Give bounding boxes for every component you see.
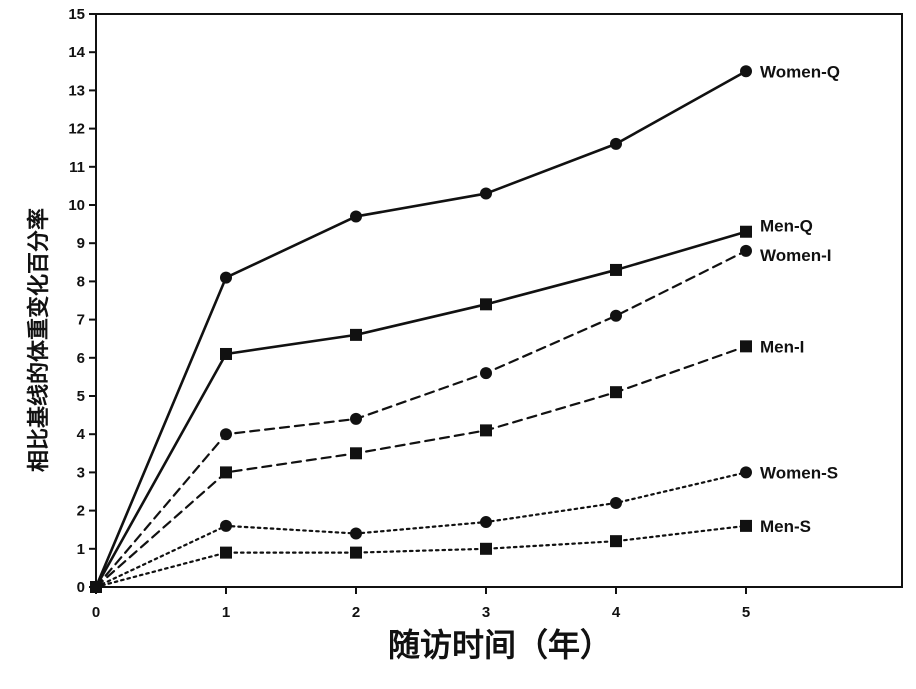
plot-frame [95, 13, 903, 588]
y-tick-label: 2 [77, 503, 85, 520]
y-tick-label: 7 [77, 312, 85, 329]
y-tick-label: 6 [77, 350, 85, 367]
data-point-men-i [610, 386, 622, 399]
data-point-women-i [350, 412, 362, 425]
data-point-men-s [740, 519, 752, 532]
x-tick-label: 1 [222, 604, 230, 621]
series-women-s: Women-S [90, 463, 838, 593]
x-axis: 0 1 2 3 4 5 [92, 587, 750, 621]
y-tick-label: 10 [68, 197, 85, 214]
data-point-women-q [220, 271, 232, 284]
data-point-men-q [740, 225, 752, 238]
x-tick-label: 2 [352, 604, 360, 621]
data-point-women-i [610, 309, 622, 322]
y-tick-label: 12 [68, 121, 85, 138]
y-tick-label: 1 [77, 541, 85, 558]
series-women-q: Women-Q [90, 62, 840, 593]
series-label-men-s: Men-S [760, 517, 811, 536]
series-line-women-s [94, 471, 748, 589]
y-tick-label: 4 [77, 426, 86, 443]
series-line-women-q [94, 70, 748, 589]
data-point-men-s [220, 546, 232, 559]
series-label-men-q: Men-Q [760, 217, 813, 236]
data-point-women-q [480, 187, 492, 200]
y-tick-label: 8 [77, 273, 85, 290]
data-point-women-i [480, 367, 492, 380]
data-point-men-q [350, 328, 362, 341]
data-point-men-s [610, 535, 622, 548]
data-point-men-i [220, 466, 232, 479]
data-point-men-s [350, 546, 362, 559]
y-tick-label: 15 [68, 6, 85, 23]
series-men-i: Men-I [90, 337, 804, 593]
data-point-women-i [740, 244, 752, 257]
data-point-women-s [350, 527, 362, 540]
data-point-women-s [220, 519, 232, 532]
y-tick-label: 0 [77, 579, 85, 596]
data-point-men-q [610, 263, 622, 276]
x-tick-label: 4 [612, 604, 621, 621]
data-point-women-q [350, 210, 362, 223]
series-line-men-i [94, 345, 748, 589]
data-point-men-s [90, 581, 102, 593]
x-tick-label: 5 [742, 604, 750, 621]
data-point-men-i [350, 447, 362, 460]
series-line-men-s [94, 524, 748, 589]
series-men-s: Men-S [90, 517, 811, 593]
y-axis-title: 相比基线的体重变化百分率 [26, 208, 52, 472]
y-tick-label: 3 [77, 464, 85, 481]
series-label-women-i: Women-I [760, 246, 831, 265]
y-tick-label: 5 [77, 388, 85, 405]
series-men-q: Men-Q [90, 217, 813, 593]
x-tick-label: 3 [482, 604, 490, 621]
y-tick-label: 9 [77, 235, 85, 252]
data-point-women-q [740, 65, 752, 78]
x-axis-title: 随访时间（年） [388, 626, 612, 664]
series-line-men-q [94, 230, 748, 589]
data-point-women-i [220, 428, 232, 441]
y-tick-label: 13 [68, 82, 85, 99]
data-point-women-s [480, 516, 492, 529]
series-label-women-s: Women-S [760, 463, 838, 482]
x-tick-label: 0 [92, 604, 100, 621]
data-point-women-s [610, 496, 622, 509]
series-line-women-i [94, 249, 748, 589]
y-tick-label: 11 [69, 159, 85, 176]
series-layer: Women-Q Men-Q Women-I Men-I Women-S Men-S [90, 62, 840, 593]
data-point-women-s [740, 466, 752, 479]
series-label-men-i: Men-I [760, 337, 804, 356]
data-point-men-s [480, 542, 492, 555]
y-tick-label: 14 [68, 44, 85, 61]
series-women-i: Women-I [90, 244, 831, 593]
data-point-women-q [610, 137, 622, 150]
series-label-women-q: Women-Q [760, 62, 840, 81]
data-point-men-i [480, 424, 492, 437]
data-point-men-q [220, 347, 232, 360]
data-point-men-i [740, 340, 752, 353]
data-point-men-q [480, 298, 492, 311]
